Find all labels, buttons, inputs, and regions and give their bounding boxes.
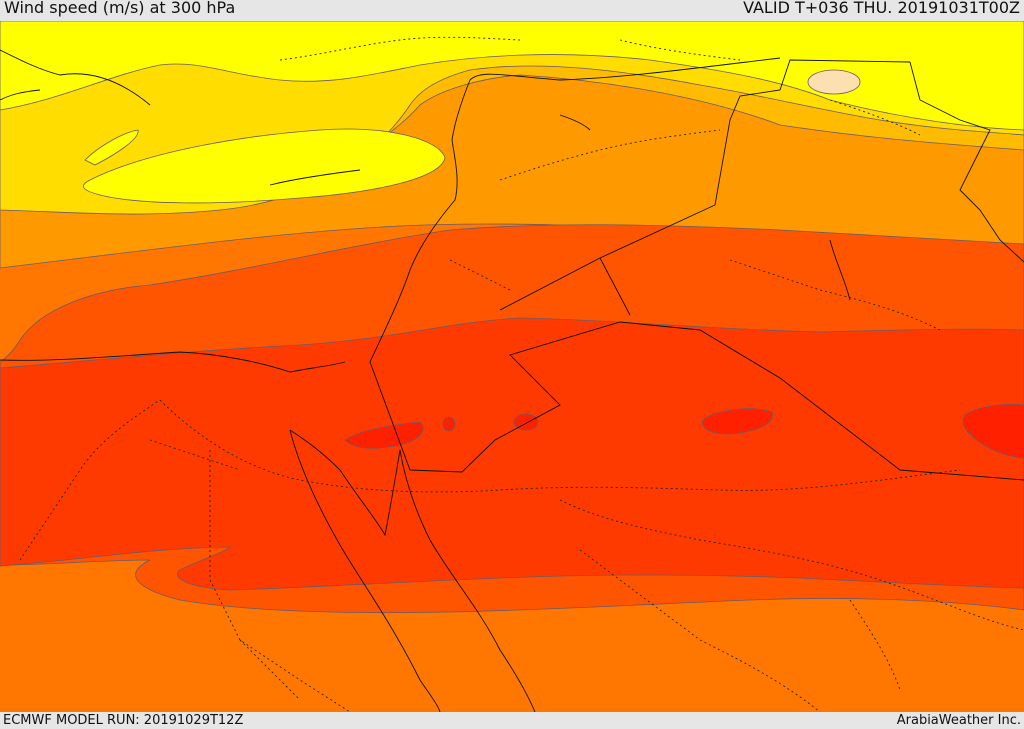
borders-dotted [19,36,1024,712]
footer-bar: ECMWF MODEL RUN: 20191029T12Z ArabiaWeat… [0,712,1024,729]
coastlines [0,49,1024,712]
model-run: ECMWF MODEL RUN: 20191029T12Z [3,713,244,728]
credit: ArabiaWeather Inc. [896,713,1021,728]
wind-speed-map [0,21,1024,712]
core-jordan [513,413,539,431]
core-sinai [344,421,424,449]
valid-time: VALID T+036 THU. 20191031T00Z [743,0,1020,17]
core-east [962,403,1024,459]
header-bar: Wind speed (m/s) at 300 hPa VALID T+036 … [0,0,1024,21]
map-title: Wind speed (m/s) at 300 hPa [4,0,236,17]
yellow-streak [84,129,139,166]
core-iraq [702,408,773,435]
band-20-25-north [0,21,1024,131]
weak-core [807,69,861,95]
band-50-55 [0,317,1024,591]
core-jordan-small [442,416,456,432]
yellow-blob-cyprus [83,128,446,204]
